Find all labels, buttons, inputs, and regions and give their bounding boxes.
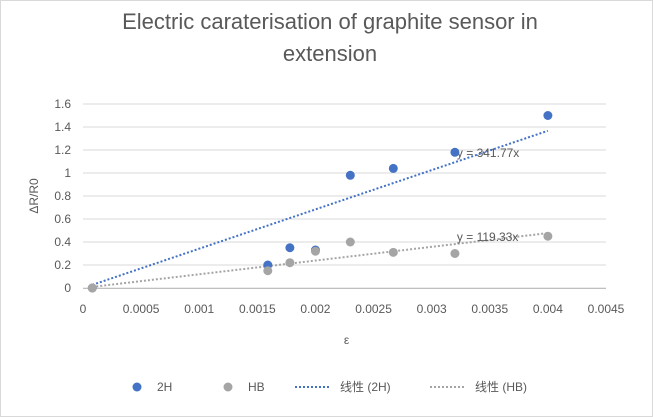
y-tick-label: 0.4 [54,235,71,249]
legend-label: HB [248,380,265,394]
y-tick-label: 1.6 [54,97,71,111]
data-point-hb [263,266,273,276]
x-tick-label: 0.0005 [123,302,160,316]
legend-marker [223,382,233,392]
trendline-equation-2h: y = 341.77x [457,146,519,160]
x-tick-label: 0.0045 [588,302,625,316]
legend-label: 线性 (HB) [475,380,527,394]
x-tick-label: 0.002 [300,302,330,316]
x-tick-label: 0.0015 [239,302,276,316]
x-tick-label: 0 [80,302,87,316]
y-tick-label: 1 [64,166,71,180]
data-point-hb [87,283,97,293]
data-point-hb [285,258,295,268]
x-axis-title: ε [344,333,350,347]
x-tick-label: 0.0035 [471,302,508,316]
y-tick-label: 1.4 [54,120,71,134]
data-point-2h [388,163,398,173]
x-tick-label: 0.003 [417,302,447,316]
y-tick-label: 0.2 [54,258,71,272]
legend-label: 线性 (2H) [340,380,391,394]
data-point-2h [345,170,355,180]
data-point-2h [450,147,460,157]
chart-title: Electric caraterisation of graphite sens… [122,9,538,66]
data-point-2h [285,243,295,253]
data-point-hb [388,247,398,257]
data-point-hb [345,237,355,247]
trendline-hb [92,232,549,288]
data-point-2h [543,111,553,120]
x-tick-label: 0.004 [533,302,563,316]
y-tick-label: 1.2 [54,143,71,157]
legend-label: 2H [157,380,172,394]
data-point-hb [450,249,460,258]
y-tick-label: 0.8 [54,189,71,203]
y-axis-title: ΔR/R0 [27,178,41,214]
y-tick-label: 0.6 [54,212,71,226]
trendline-equation-hb: y = 119.33x [457,230,519,244]
data-point-hb [543,231,553,241]
x-tick-label: 0.001 [184,302,214,316]
legend-marker [132,382,142,392]
y-tick-label: 0 [64,281,71,295]
data-point-hb [310,246,320,256]
x-tick-label: 0.0025 [355,302,392,316]
trendline-2h [91,129,549,286]
